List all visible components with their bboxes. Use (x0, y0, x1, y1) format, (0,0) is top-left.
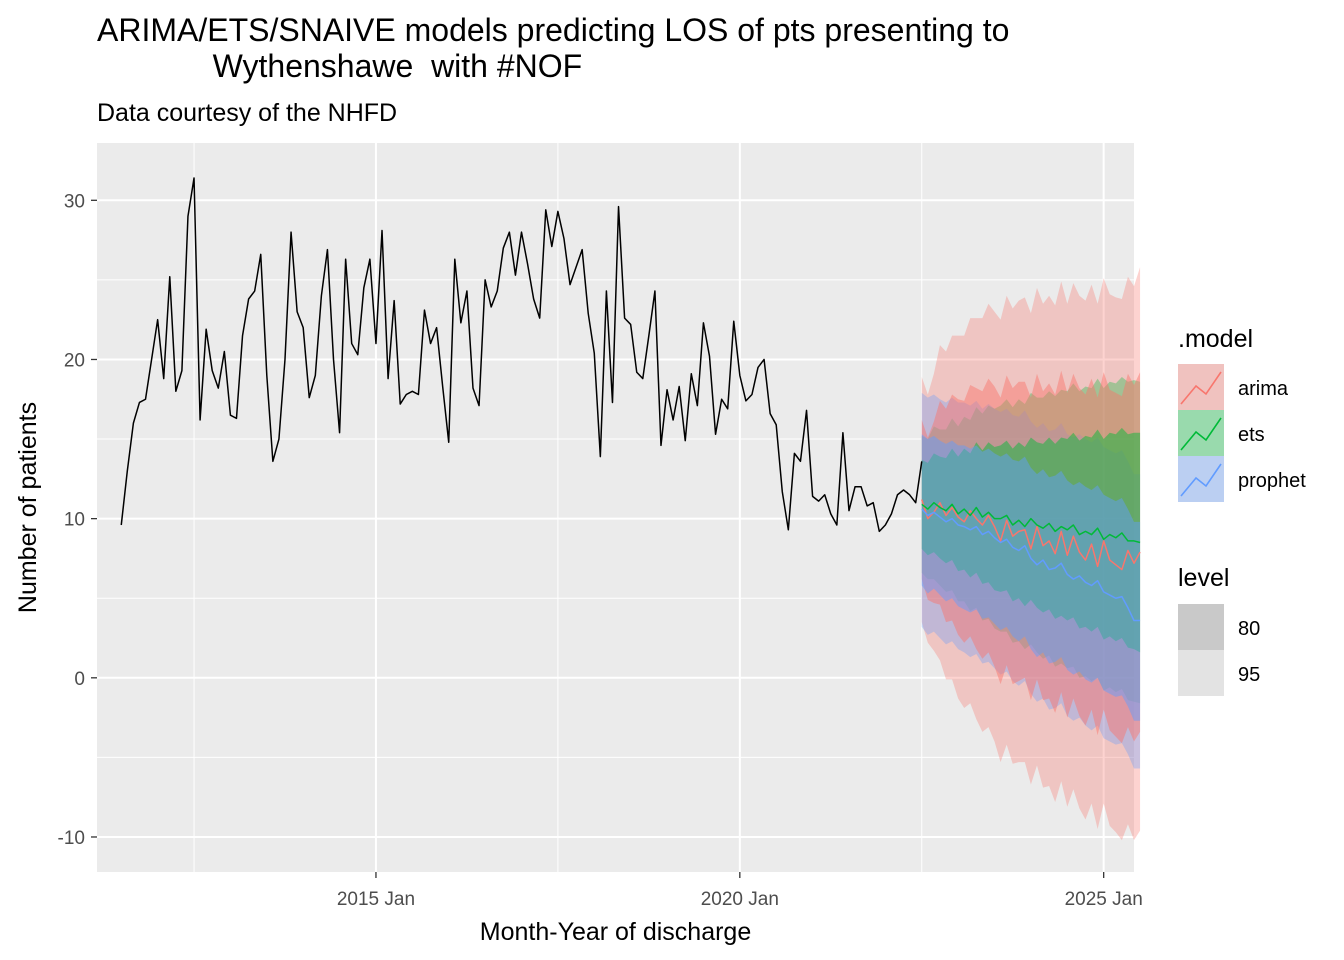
history-line (120, 177, 923, 533)
legend-key-line-prophet (1180, 463, 1222, 497)
legend-key-bg (1178, 456, 1224, 502)
legend-key-arima (1178, 364, 1224, 410)
legend-model-title: .model (1178, 325, 1253, 353)
ets-forecast-line (921, 501, 1141, 544)
x-axis: 2015 Jan 2020 Jan 2025 Jan (337, 872, 1143, 910)
minor-gridlines (97, 143, 1134, 872)
chart-subtitle: Data courtesy of the NHFD (97, 99, 398, 127)
forecast-intervals (921, 267, 1141, 841)
y-axis: -10 0 10 20 30 (58, 191, 97, 849)
y-tick-label: -10 (58, 828, 85, 849)
prophet-forecast-line (921, 508, 1141, 622)
x-axis-title: Month-Year of discharge (480, 918, 751, 946)
legend: .model arima ets prophet level 80 95 (1178, 325, 1306, 696)
arima-interval-95 (921, 267, 1141, 841)
legend-key-level-80 (1178, 604, 1224, 650)
legend-label-level-80: 80 (1238, 618, 1260, 640)
legend-key-line-ets (1180, 417, 1222, 451)
ets-interval-80 (921, 427, 1141, 653)
legend-label-ets: ets (1238, 424, 1265, 446)
legend-level-title: level (1178, 564, 1229, 592)
y-axis-title: Number of patients (14, 402, 42, 613)
legend-key-bg (1178, 410, 1224, 456)
x-tick-label: 2025 Jan (1065, 889, 1143, 910)
prophet-interval-80 (921, 434, 1141, 721)
chart-title: ARIMA/ETS/SNAIVE models predicting LOS o… (97, 12, 1010, 84)
legend-label-prophet: prophet (1238, 470, 1306, 492)
legend-key-ets (1178, 410, 1224, 456)
ets-interval-95 (921, 376, 1141, 704)
y-tick-label: 10 (64, 510, 85, 531)
y-tick-label: 20 (64, 350, 85, 371)
prophet-interval-95 (921, 392, 1141, 769)
x-tick-label: 2015 Jan (337, 889, 415, 910)
y-tick-label: 30 (64, 191, 85, 212)
legend-key-level-95 (1178, 650, 1224, 696)
arima-forecast-line (921, 499, 1141, 571)
legend-key-line-arima (1180, 371, 1222, 405)
series-lines (120, 177, 1141, 622)
legend-label-level-95: 95 (1238, 664, 1260, 686)
legend-label-arima: arima (1238, 378, 1289, 400)
y-tick-label: 0 (74, 669, 85, 690)
x-tick-label: 2020 Jan (701, 889, 779, 910)
legend-key-bg (1178, 364, 1224, 410)
legend-key-prophet (1178, 456, 1224, 502)
plot-panel (97, 143, 1134, 872)
